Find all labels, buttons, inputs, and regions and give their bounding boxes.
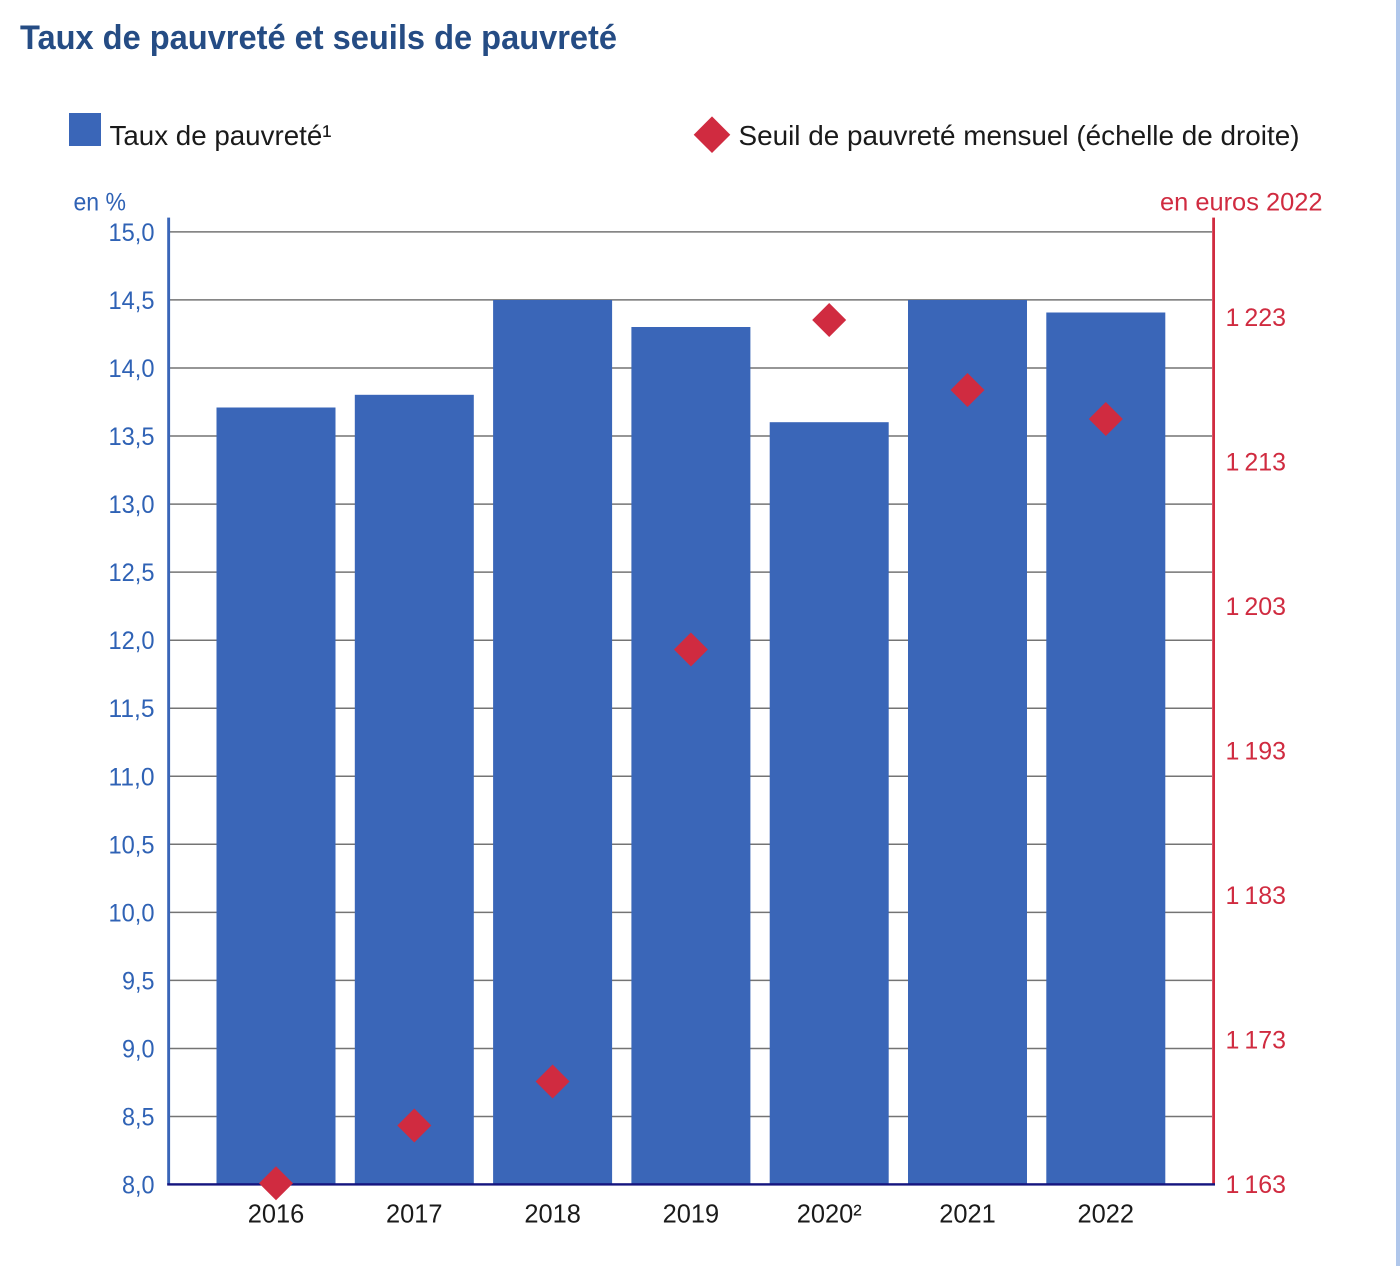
svg-text:14,5: 14,5 (109, 287, 155, 315)
svg-text:en euros 2022: en euros 2022 (1160, 189, 1323, 217)
svg-text:2020²: 2020² (797, 1201, 862, 1229)
svg-text:1 193: 1 193 (1226, 738, 1287, 766)
svg-text:14,0: 14,0 (109, 355, 155, 383)
svg-text:9,5: 9,5 (122, 967, 155, 995)
svg-text:10,5: 10,5 (109, 831, 155, 859)
svg-text:Seuil de pauvreté mensuel (éch: Seuil de pauvreté mensuel (échelle de dr… (739, 120, 1300, 151)
svg-text:2019: 2019 (663, 1201, 720, 1229)
svg-text:11,0: 11,0 (109, 763, 155, 791)
svg-text:12,0: 12,0 (109, 627, 155, 655)
svg-text:8,5: 8,5 (122, 1104, 155, 1132)
svg-text:11,5: 11,5 (109, 695, 155, 723)
svg-text:2022: 2022 (1078, 1201, 1135, 1229)
svg-text:Taux de pauvreté¹: Taux de pauvreté¹ (110, 120, 332, 151)
svg-text:15,0: 15,0 (109, 219, 155, 247)
svg-text:2017: 2017 (386, 1201, 443, 1229)
svg-text:1 173: 1 173 (1226, 1027, 1287, 1055)
svg-text:10,0: 10,0 (109, 899, 155, 927)
svg-text:2018: 2018 (524, 1201, 581, 1229)
svg-text:8,0: 8,0 (122, 1172, 155, 1200)
svg-text:Taux de pauvreté et seuils de: Taux de pauvreté et seuils de pauvreté (20, 19, 617, 57)
svg-text:13,0: 13,0 (109, 491, 155, 519)
svg-text:1 213: 1 213 (1226, 449, 1287, 477)
svg-text:2021: 2021 (939, 1201, 996, 1229)
svg-text:9,0: 9,0 (122, 1036, 155, 1064)
svg-text:en %: en % (74, 189, 127, 217)
svg-text:1 203: 1 203 (1226, 593, 1287, 621)
svg-text:1 163: 1 163 (1226, 1171, 1287, 1199)
svg-text:1 183: 1 183 (1226, 882, 1287, 910)
svg-text:12,5: 12,5 (109, 559, 155, 587)
svg-text:13,5: 13,5 (109, 423, 155, 451)
svg-text:2016: 2016 (248, 1201, 305, 1229)
svg-text:1 223: 1 223 (1226, 304, 1287, 332)
